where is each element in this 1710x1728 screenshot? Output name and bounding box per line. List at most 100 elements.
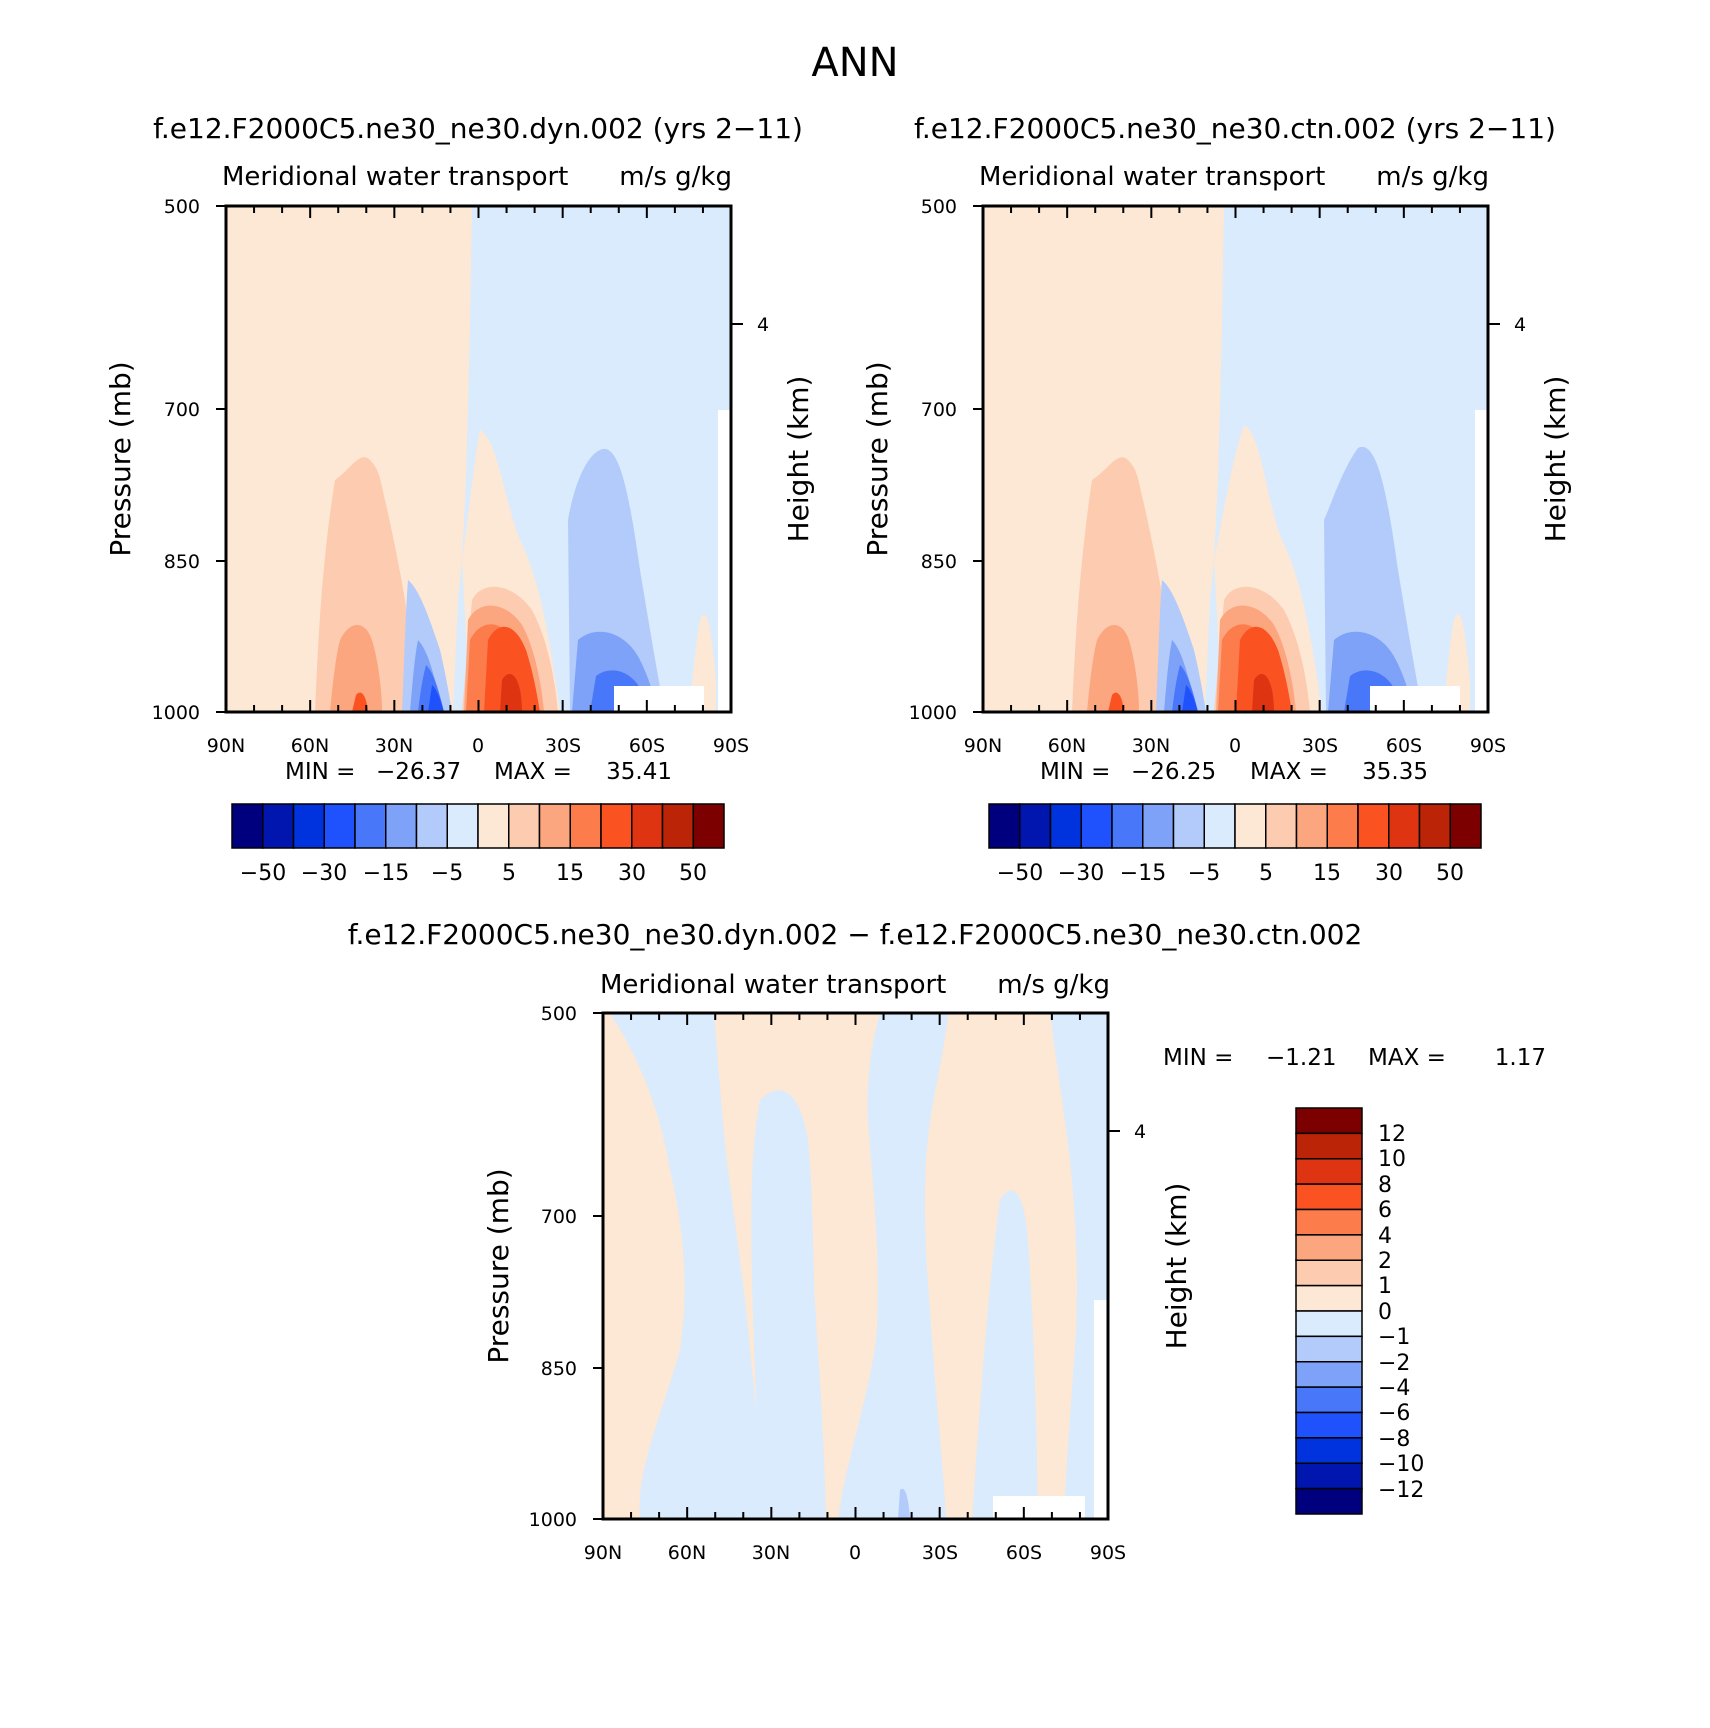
colorbar-swatch (1295, 1132, 1363, 1160)
panel-ctn-colorbar-labels: −50 −30 −15 −5 5 15 30 50 (997, 861, 1464, 886)
xtick-label: 90N (584, 1542, 622, 1564)
field-missing-edge (718, 410, 731, 712)
panel-diff-colorbar-labels: 12 10 8 6 4 2 1 0 −1 −2 −4 −6 −8 −10 −12 (1378, 1122, 1424, 1503)
xtick-label: 90N (964, 735, 1002, 757)
ytick-label: 500 (164, 196, 200, 218)
colorbar-swatch (262, 803, 295, 849)
panel-ctn-long-name: Meridional water transport (979, 162, 1325, 192)
field-pos-4 (1108, 692, 1124, 712)
colorbar-label: 4 (1378, 1224, 1392, 1249)
panel-ctn-case-title: f.e12.F2000C5.ne30_ne30.ctn.002 (yrs 2−1… (914, 112, 1556, 145)
colorbar-swatch (354, 803, 387, 849)
panel-diff-x-tick-labels: 90N 60N 30N 0 30S 60S 90S (584, 1542, 1126, 1564)
xtick-label: 30N (1132, 735, 1170, 757)
colorbar-label: −50 (997, 861, 1043, 886)
colorbar-label: 8 (1378, 1173, 1392, 1198)
max-value: 1.17 (1495, 1045, 1546, 1071)
panel-diff-colorbar (1295, 1107, 1363, 1515)
xtick-label: 90S (1090, 1542, 1126, 1564)
colorbar-swatch (323, 803, 356, 849)
ytick-label: 1000 (529, 1509, 577, 1531)
colorbar-swatch (1111, 803, 1144, 849)
colorbar-swatch (1295, 1310, 1363, 1338)
panel-dyn-y-tick-labels: 500 700 850 1000 (152, 196, 200, 724)
colorbar-label: −30 (301, 861, 347, 886)
figure-title: ANN (811, 40, 898, 86)
field-neg-band-1 (610, 1013, 764, 1519)
colorbar-swatch (1234, 803, 1267, 849)
min-value: −1.21 (1266, 1045, 1336, 1071)
panel-ctn-ticks (973, 205, 1500, 713)
colorbar-swatch (988, 803, 1021, 849)
panel-diff-ticks (593, 1012, 1120, 1520)
panel-diff-y-tick-labels: 500 700 850 1000 (529, 1003, 577, 1531)
colorbar-swatch (569, 803, 602, 849)
panel-diff-case-title: f.e12.F2000C5.ne30_ne30.dyn.002 − f.e12.… (348, 918, 1363, 951)
panel-ctn-x-tick-labels: 90N 60N 30N 0 30S 60S 90S (964, 735, 1506, 757)
colorbar-label: −2 (1378, 1351, 1410, 1376)
max-value: 35.41 (606, 759, 672, 785)
field-pos-3 (330, 625, 382, 712)
colorbar-swatch (1019, 803, 1052, 849)
max-value: 35.35 (1362, 759, 1428, 785)
panel-diff: f.e12.F2000C5.ne30_ne30.dyn.002 − f.e12.… (348, 918, 1546, 1564)
xtick-label: 30N (375, 735, 413, 757)
panel-diff-y-axis-label: Pressure (mb) (482, 1168, 515, 1363)
colorbar-label: −12 (1378, 1478, 1424, 1503)
ytick-label: 850 (921, 551, 957, 573)
colorbar-swatch (385, 803, 418, 849)
colorbar-label: 0 (1378, 1300, 1392, 1325)
field-pos-3 (1087, 625, 1139, 712)
field-missing-data (1370, 686, 1460, 712)
colorbar-swatch (1388, 803, 1421, 849)
colorbar-label: 1 (1378, 1274, 1392, 1299)
colorbar-swatch (538, 803, 571, 849)
colorbar-swatch (1142, 803, 1175, 849)
colorbar-swatch (1295, 1107, 1363, 1135)
field-neg-band-3 (838, 1013, 948, 1519)
colorbar-swatch (231, 803, 264, 849)
panel-ctn-units: m/s g/kg (1376, 162, 1489, 192)
xtick-label: 60S (629, 735, 665, 757)
xtick-label: 0 (472, 735, 484, 757)
xtick-label: 30S (545, 735, 581, 757)
colorbar-swatch (1295, 1386, 1363, 1414)
colorbar-label: −5 (431, 861, 463, 886)
ytick-label: 500 (541, 1003, 577, 1025)
colorbar-swatch (1265, 803, 1298, 849)
field-missing-data (993, 1496, 1085, 1519)
panel-dyn-y-axis-label: Pressure (mb) (104, 361, 137, 556)
colorbar-swatch (631, 803, 664, 849)
xtick-label: 60S (1006, 1542, 1042, 1564)
xtick-label: 30S (1302, 735, 1338, 757)
ytick-label: 500 (921, 196, 957, 218)
xtick-label: 60N (668, 1542, 706, 1564)
colorbar-swatch (1295, 1487, 1363, 1515)
colorbar-label: −15 (363, 861, 409, 886)
panel-dyn-long-name: Meridional water transport (222, 162, 568, 192)
colorbar-label: −10 (1378, 1452, 1424, 1477)
xtick-label: 60N (291, 735, 329, 757)
field-neg-5 (1182, 685, 1198, 712)
field-missing-edge (1475, 410, 1488, 712)
colorbar-swatch (1295, 1234, 1363, 1261)
panel-ctn-stats: MIN = −26.25 MAX = 35.35 (1040, 759, 1428, 785)
panel-dyn: f.e12.F2000C5.ne30_ne30.dyn.002 (yrs 2−1… (104, 112, 815, 886)
colorbar-label: −6 (1378, 1401, 1410, 1426)
panel-ctn-y-axis-label: Pressure (mb) (861, 361, 894, 556)
colorbar-label: −15 (1120, 861, 1166, 886)
colorbar-label: 10 (1378, 1147, 1406, 1172)
panel-dyn-ticks (216, 205, 743, 713)
colorbar-swatch (1418, 803, 1451, 849)
panel-dyn-x-tick-labels: 90N 60N 30N 0 30S 60S 90S (207, 735, 749, 757)
colorbar-swatch (1295, 1335, 1363, 1363)
field-tropic-6 (500, 674, 522, 712)
panel-dyn-case-title: f.e12.F2000C5.ne30_ne30.dyn.002 (yrs 2−1… (153, 112, 803, 145)
field-missing-data (614, 686, 704, 712)
min-label: MIN = (1040, 759, 1110, 785)
colorbar-swatch (508, 803, 541, 849)
xtick-label: 60S (1386, 735, 1422, 757)
height-tick-label: 4 (757, 314, 769, 336)
colorbar-label: −5 (1188, 861, 1220, 886)
